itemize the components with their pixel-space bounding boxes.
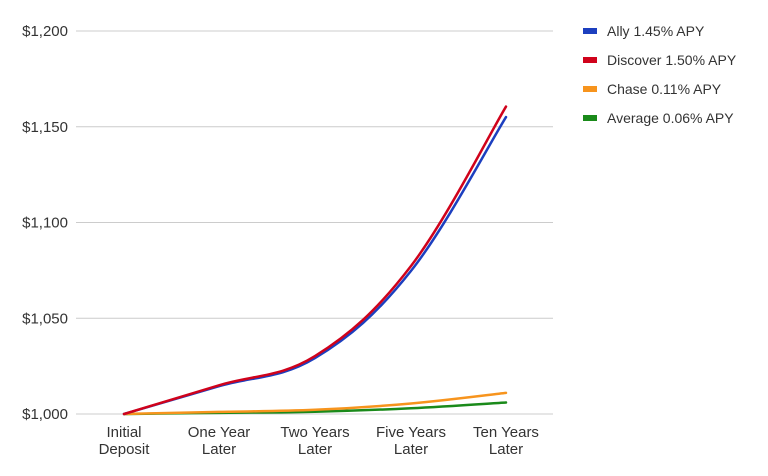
legend: Ally 1.45% APY Discover 1.50% APY Chase 0.… (583, 23, 737, 126)
y-tick-label: $1,100 (22, 215, 68, 232)
series-line-1 (122, 105, 508, 416)
legend-swatch (583, 28, 597, 34)
legend-label: Discover 1.50% APY (607, 52, 737, 68)
series-lines (122, 105, 508, 416)
x-tick-label: Five Years Later (376, 424, 446, 458)
x-tick-label: One Year Later (188, 424, 251, 458)
legend-label: Average 0.06% APY (607, 110, 734, 126)
legend-label: Ally 1.45% APY (607, 23, 705, 39)
y-tick-label: $1,050 (22, 310, 68, 327)
x-tick-label: Initial Deposit (99, 424, 151, 458)
legend-label: Chase 0.11% APY (607, 81, 722, 97)
x-tick-label: Two Years Later (280, 424, 349, 458)
gridlines (76, 30, 553, 415)
legend-swatch (583, 57, 597, 63)
y-tick-label: $1,000 (22, 406, 68, 423)
legend-swatch (583, 86, 597, 92)
x-axis-tick-labels: Initial Deposit One Year Later Two Years Late… (99, 424, 539, 458)
series-line-2 (122, 391, 508, 416)
legend-swatch (583, 115, 597, 121)
x-tick-label: Ten Years Later (473, 424, 539, 458)
y-tick-label: $1,200 (22, 23, 68, 40)
y-tick-label: $1,150 (22, 119, 68, 136)
y-axis-tick-labels: $1,000 $1,050 $1,100 $1,150 $1,200 (22, 23, 68, 423)
series-line-0 (122, 115, 508, 416)
